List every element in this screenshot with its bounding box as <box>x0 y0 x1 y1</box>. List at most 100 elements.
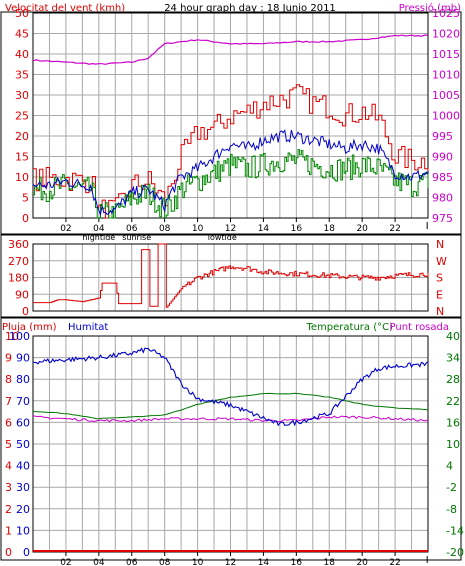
panel-wind-border <box>0 11 462 235</box>
rain-tick-label: 1 <box>5 524 12 537</box>
wind-chart-hour-label: 06 <box>126 224 138 234</box>
pressure-line <box>32 34 429 65</box>
wind-tick-label: 10 <box>15 171 29 184</box>
rain-tick-label: 9 <box>5 352 12 365</box>
pressure-tick-label: 990 <box>432 151 453 164</box>
humidity-tick-label: 100 <box>9 330 30 343</box>
wind-chart-hour-label: 04 <box>93 224 105 234</box>
wind-tick-label: 15 <box>15 151 29 164</box>
rain-tick-label: 6 <box>5 416 12 429</box>
direction-tick-label: 270 <box>8 255 29 268</box>
chart-title: 24 hour graph day : 18 Junio 2011 <box>164 3 336 14</box>
wind-chart-tide-label: lowtide <box>208 233 237 242</box>
temperature-tick-label: 28 <box>446 373 460 386</box>
wind-tick-label: 25 <box>15 110 29 123</box>
pressure-tick-label: 975 <box>432 212 453 225</box>
humidity-tick-label: 10 <box>16 524 30 537</box>
dewpoint-axis-title: Punt rosada <box>390 322 449 333</box>
wind-tick-label: 0 <box>22 212 29 225</box>
humidity-tick-label: 40 <box>16 460 30 473</box>
temperature-chart-hour-label: 08 <box>159 558 171 566</box>
rain-tick-label: 3 <box>5 481 12 494</box>
humidity-tick-label: 50 <box>16 438 30 451</box>
direction-tick-label: 360 <box>8 238 29 251</box>
pressure-tick-label: 1000 <box>432 110 460 123</box>
wind-tick-label: 45 <box>15 28 29 41</box>
temperature-chart-hour-label: 20 <box>356 558 368 566</box>
wind-chart-hour-label: 08 <box>159 224 171 234</box>
temperature-tick-label: 34 <box>446 352 460 365</box>
pressure-tick-label: 985 <box>432 171 453 184</box>
temperature-chart-hour-label: 16 <box>291 558 303 566</box>
wind-chart-hour-label: 16 <box>291 224 303 234</box>
humidity-tick-label: 30 <box>16 481 30 494</box>
direction-tick-label: 180 <box>8 272 29 285</box>
pressure-tick-label: 1015 <box>432 48 460 61</box>
wind-chart-hour-label: 20 <box>356 224 368 234</box>
rain-tick-label: 5 <box>5 438 12 451</box>
compass-tick-label: W <box>436 255 447 268</box>
wind-chart-hour-label: 02 <box>60 224 71 234</box>
compass-tick-label: N <box>436 238 444 251</box>
temperature-tick-label: 40 <box>446 330 460 343</box>
rain-tick-label: 7 <box>5 395 12 408</box>
temperature-tick-label: 22 <box>446 395 460 408</box>
direction-tick-label: 0 <box>22 305 29 318</box>
humidity-tick-label: 70 <box>16 395 30 408</box>
humidity-tick-label: 80 <box>16 373 30 386</box>
pressure-tick-label: 1025 <box>432 7 460 20</box>
wind-average-line <box>33 149 429 219</box>
temperature-tick-label: 10 <box>446 438 460 451</box>
temperature-tick-label: -14 <box>446 524 464 537</box>
pressure-tick-label: 1020 <box>432 28 460 41</box>
wind-direction-line <box>33 243 429 308</box>
humidity-axis-title: Humitat <box>68 322 108 333</box>
wind-chart-grid <box>33 13 428 218</box>
rain-tick-label: 4 <box>5 460 12 473</box>
direction-tick-label: 90 <box>15 288 29 301</box>
wind-tick-label: 5 <box>22 192 29 205</box>
humidity-tick-label: 0 <box>23 546 30 559</box>
temperature-tick-label: -8 <box>446 503 457 516</box>
panel-temperature-border <box>0 317 462 561</box>
humidity-tick-label: 60 <box>16 416 30 429</box>
wind-tick-label: 50 <box>15 7 29 20</box>
wind-gust-line <box>33 84 429 219</box>
wind-tick-label: 30 <box>15 89 29 102</box>
wind-tick-label: 20 <box>15 130 29 143</box>
pressure-tick-label: 980 <box>432 192 453 205</box>
compass-tick-label: N <box>436 305 444 318</box>
temperature-tick-label: -20 <box>446 546 464 559</box>
wind-speed-line <box>32 129 429 217</box>
temperature-chart-hour-label: 18 <box>324 558 336 566</box>
temperature-tick-label: 4 <box>446 460 453 473</box>
wind-tick-label: 40 <box>15 48 29 61</box>
dewpoint-line <box>32 415 429 423</box>
wind-chart-hour-label: 14 <box>258 224 270 234</box>
compass-tick-label: S <box>436 272 443 285</box>
temperature-chart-hour-label: 10 <box>192 558 204 566</box>
pressure-tick-label: 1010 <box>432 69 460 82</box>
temperature-tick-label: 16 <box>446 416 460 429</box>
temperature-chart-hour-label: 04 <box>93 558 105 566</box>
wind-chart-hour-label: 22 <box>389 224 400 234</box>
temperature-line <box>32 392 429 420</box>
pressure-axis-title: Pressió (mb) <box>399 2 461 14</box>
humidity-line <box>32 347 429 427</box>
temperature-chart-grid <box>33 336 428 552</box>
pressure-tick-label: 1005 <box>432 89 460 102</box>
wind-chart-tide-label: sunrise <box>122 233 151 242</box>
temperature-chart-hour-label: 06 <box>126 558 138 566</box>
wind-chart-tide-label: hightide <box>82 233 115 242</box>
temperature-axis-title: Temperatura (°C) <box>305 322 393 333</box>
pressure-tick-label: 995 <box>432 130 453 143</box>
wind-axis-title: Velocitat del vent (kmh) <box>5 3 125 14</box>
rain-tick-label: 2 <box>5 503 12 516</box>
rain-tick-label: 10 <box>5 330 19 343</box>
rain-tick-label: 0 <box>5 546 12 559</box>
wind-tick-label: 35 <box>15 69 29 82</box>
temperature-chart-hour-label: 14 <box>258 558 270 566</box>
compass-tick-label: E <box>436 288 443 301</box>
